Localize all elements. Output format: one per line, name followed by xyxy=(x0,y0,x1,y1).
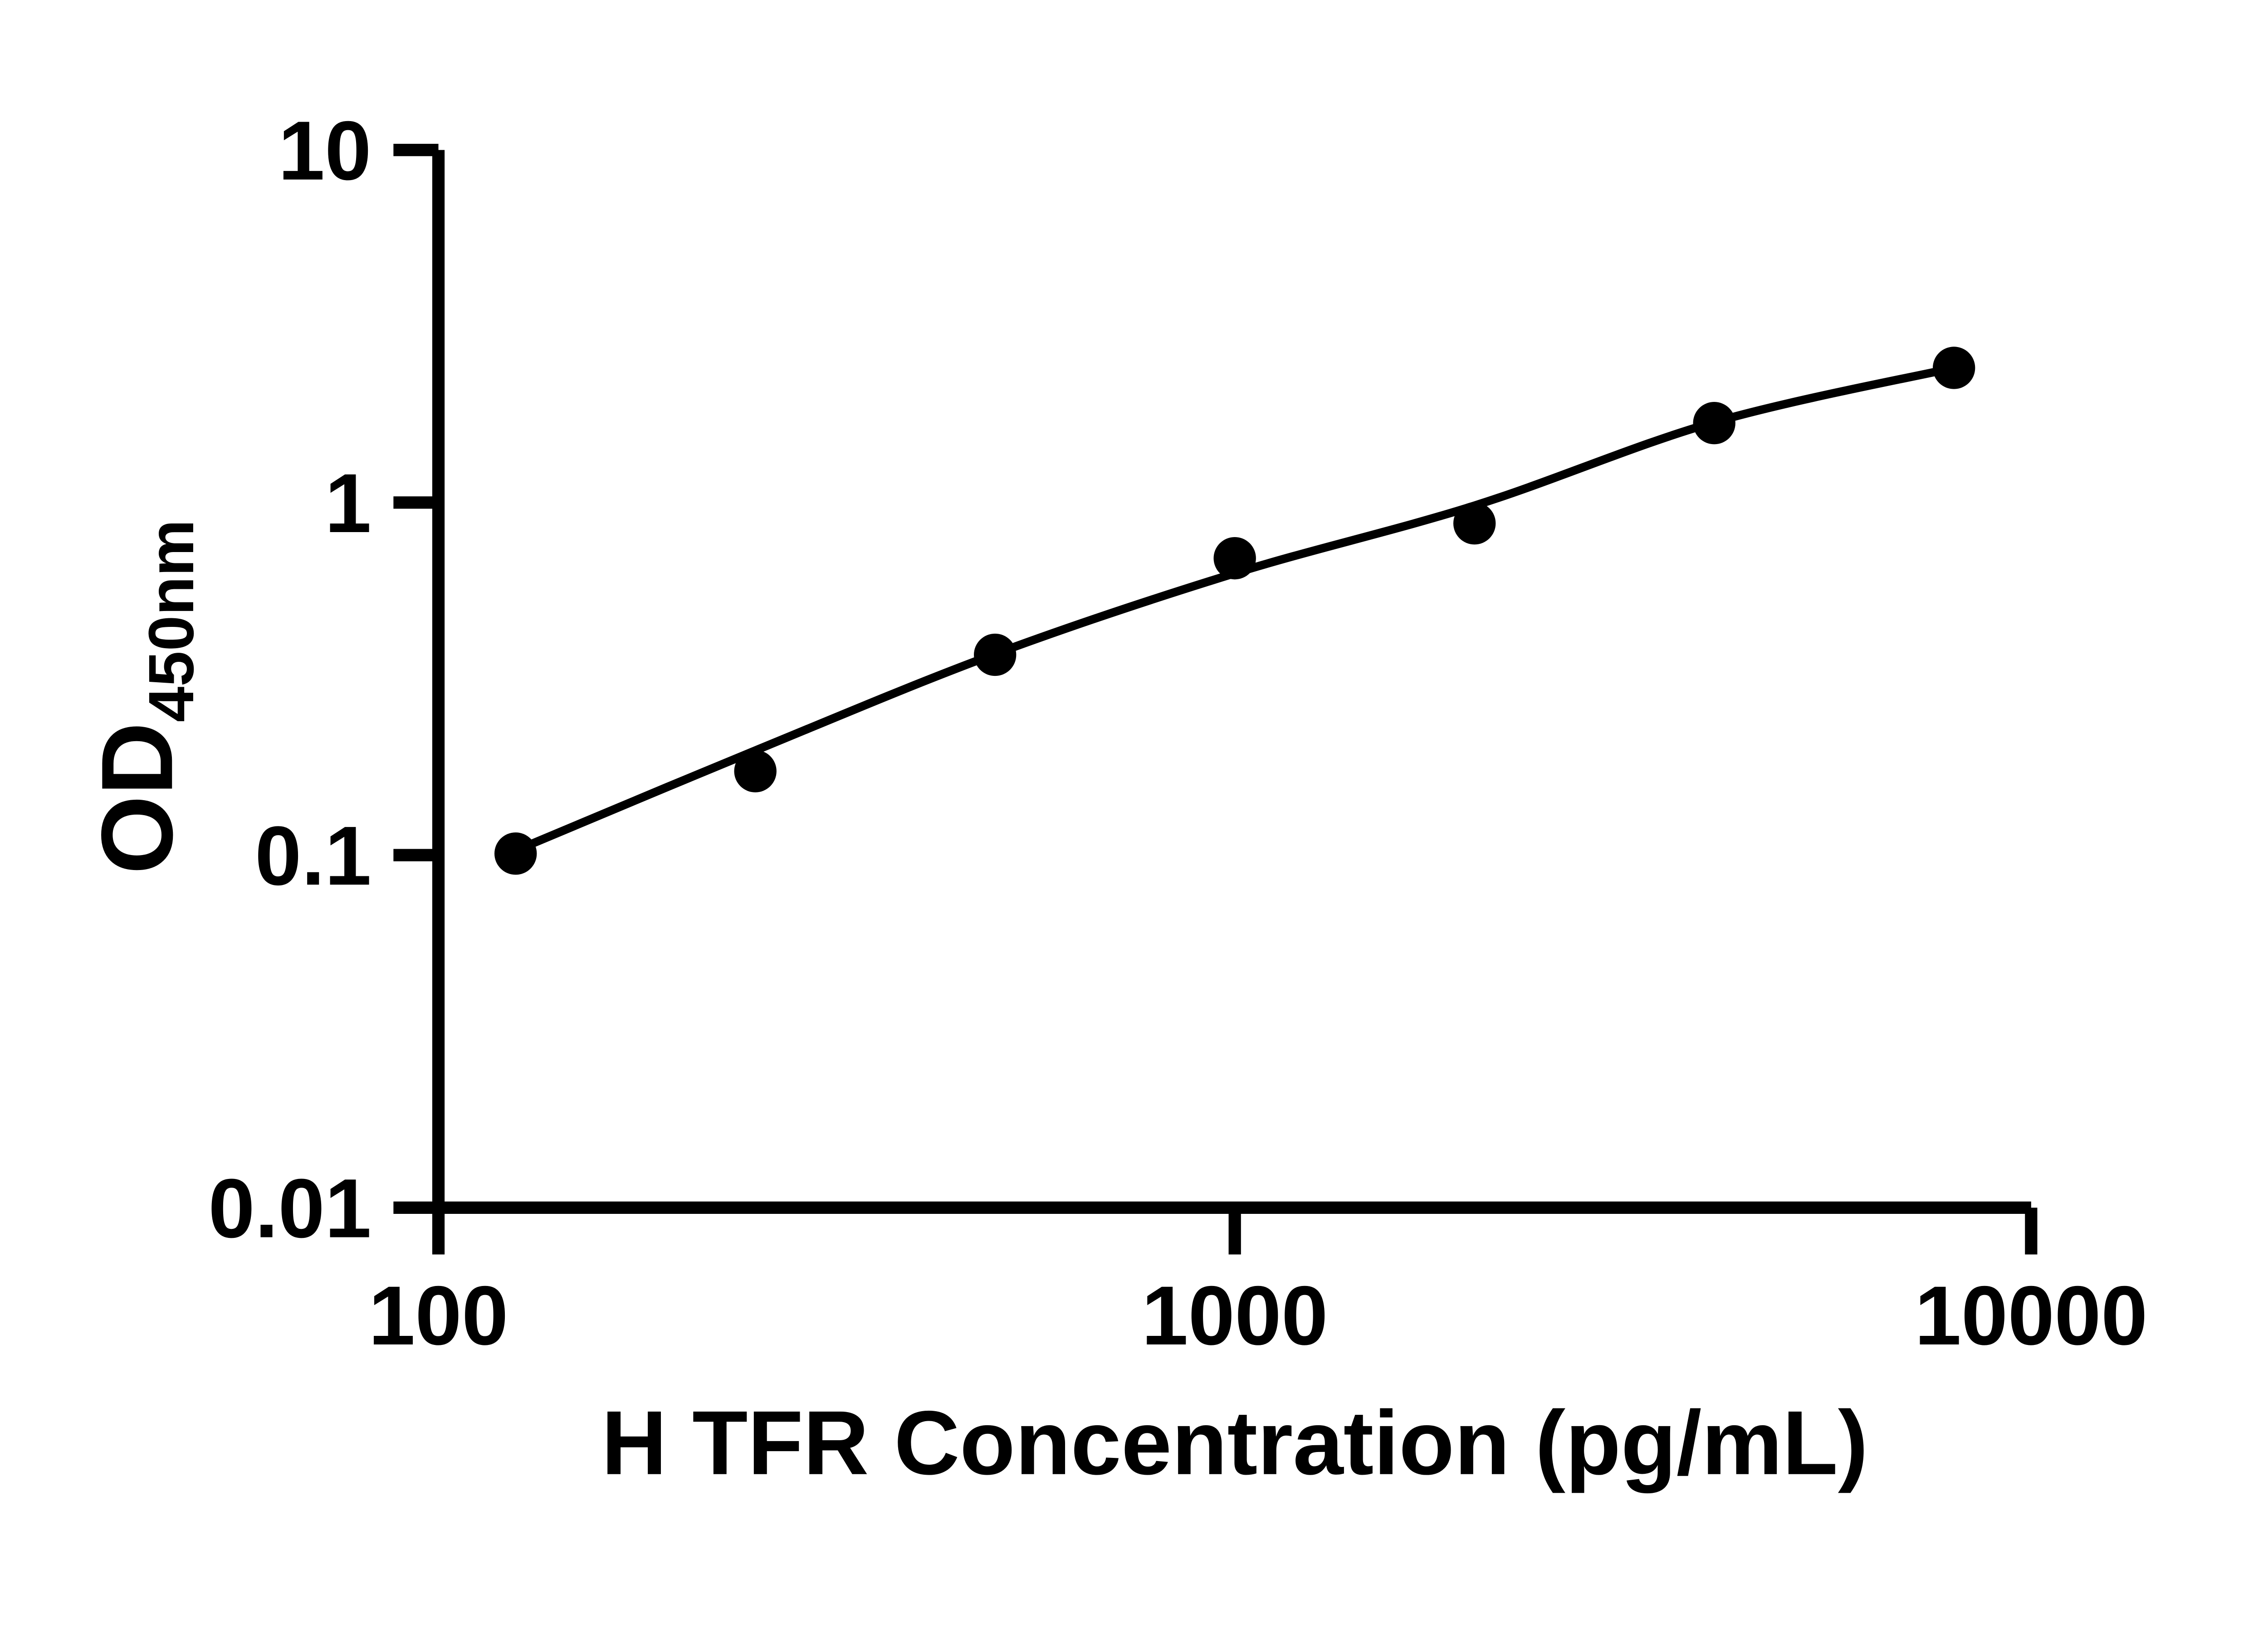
y-axis-tick-marks xyxy=(393,143,439,1214)
x-axis-title: H TFR Concentration (pg/mL) xyxy=(601,1393,1868,1494)
data-point-marker xyxy=(1693,402,1735,445)
fit-curve xyxy=(511,363,1958,855)
data-point-marker xyxy=(1453,502,1496,545)
y-tick-label: 1 xyxy=(325,457,371,550)
data-points xyxy=(494,347,1975,875)
data-point-marker xyxy=(1213,537,1256,580)
y-tick-label: 0.1 xyxy=(255,809,371,903)
figure: 10 1 0.1 0.01 100 1000 10000 H TFR Conce… xyxy=(81,104,2148,1494)
standard-curve-chart: 10 1 0.1 0.01 100 1000 10000 H TFR Conce… xyxy=(81,104,2148,1494)
x-axis-tick-labels: 100 1000 10000 xyxy=(368,1269,2147,1363)
axes: 10 1 0.1 0.01 100 1000 10000 xyxy=(208,104,2148,1363)
x-axis-tick-marks xyxy=(432,1208,2038,1255)
data-point-marker xyxy=(974,633,1017,676)
y-axis-title: OD450nm xyxy=(81,519,207,874)
data-point-marker xyxy=(494,832,537,875)
y-axis-title-sub: 450nm xyxy=(135,519,207,722)
x-tick-label: 10000 xyxy=(1915,1269,2148,1363)
data-point-marker xyxy=(734,750,777,792)
y-axis-title-main: OD xyxy=(81,722,194,874)
y-tick-label: 0.01 xyxy=(208,1162,371,1256)
x-tick-label: 100 xyxy=(368,1269,508,1363)
data-point-marker xyxy=(1932,347,1975,389)
x-tick-label: 1000 xyxy=(1142,1269,1328,1363)
y-axis-tick-labels: 10 1 0.1 0.01 xyxy=(208,104,371,1256)
y-tick-label: 10 xyxy=(278,104,371,198)
